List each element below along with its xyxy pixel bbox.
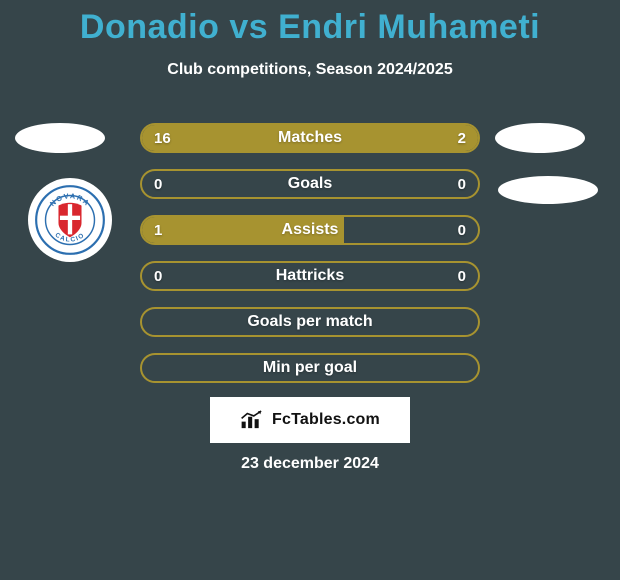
stat-bar-goals-per-match: Goals per match [140,307,480,337]
stat-bar-assists: 10Assists [140,215,480,245]
stat-bar-hattricks: 00Hattricks [140,261,480,291]
comparison-subtitle: Club competitions, Season 2024/2025 [0,61,620,79]
stats-container: 162Matches 00Goals 10Assists 00Hattricks Goa… [140,123,480,399]
player-right-placeholder-oval-2 [498,176,598,204]
brand-box: FcTables.com [210,397,410,443]
bar-label: Assists [142,217,478,243]
player-left-placeholder-oval [15,123,105,153]
bar-label: Goals [142,171,478,197]
bar-label: Matches [142,125,478,151]
bar-label: Goals per match [142,309,478,335]
club-badge-icon: NOVARA CALCIO [34,184,106,256]
player-right-placeholder-oval-1 [495,123,585,153]
stat-bar-goals: 00Goals [140,169,480,199]
bar-label: Min per goal [142,355,478,381]
comparison-title: Donadio vs Endri Muhameti [0,0,620,47]
stat-bar-matches: 162Matches [140,123,480,153]
brand-chart-icon [240,410,266,430]
bar-label: Hattricks [142,263,478,289]
club-badge-novara: NOVARA CALCIO [28,178,112,262]
brand-text: FcTables.com [272,411,380,429]
footer-date: 23 december 2024 [0,455,620,473]
stat-bar-min-per-goal: Min per goal [140,353,480,383]
